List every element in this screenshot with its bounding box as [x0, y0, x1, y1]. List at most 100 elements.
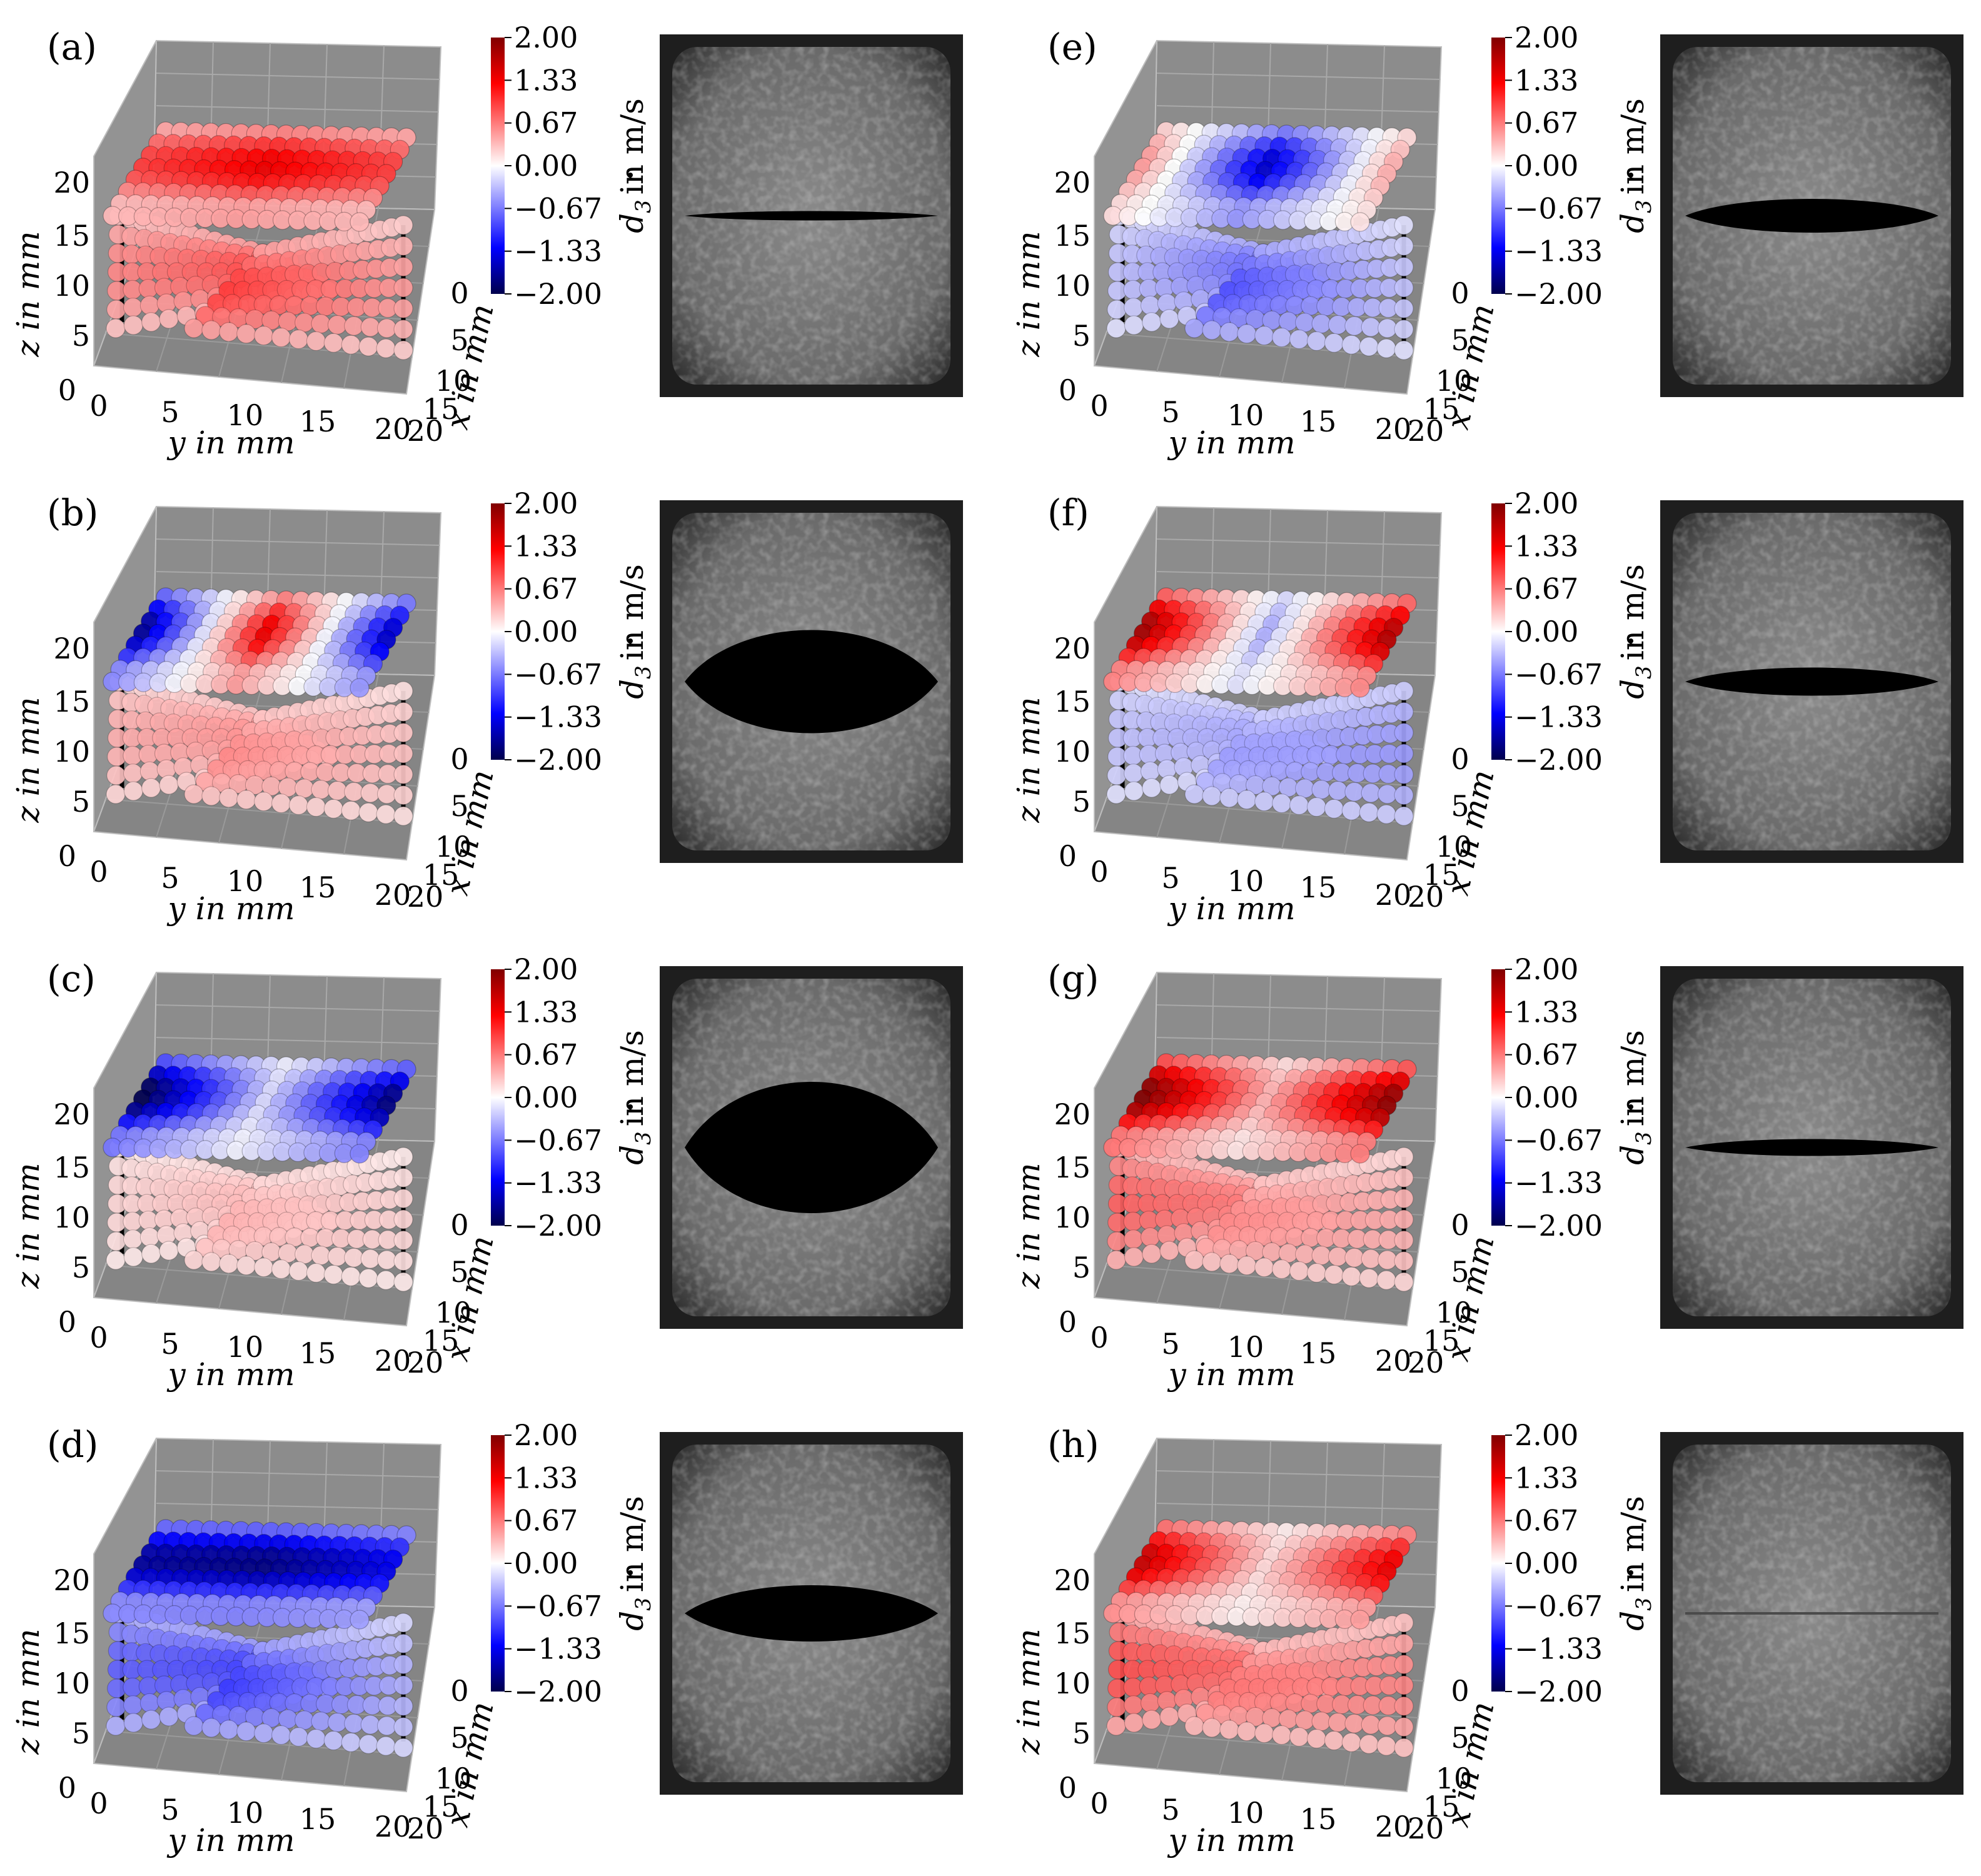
scatter-point [159, 1707, 179, 1727]
scatter-point [1328, 1712, 1348, 1733]
colorbar-label-symbol: d [614, 679, 650, 699]
scatter-point [1184, 1716, 1204, 1736]
scatter-point [376, 804, 396, 824]
scatter-point [123, 1695, 143, 1715]
scatter-point [141, 1244, 161, 1264]
scatter-point [377, 318, 397, 338]
colorbar-label-unit: in m/s [614, 1030, 650, 1126]
colorbar-gradient [1491, 38, 1505, 294]
colorbar-tick: 0.67 [1515, 572, 1578, 606]
scatter-point [271, 327, 291, 348]
scatter-point [254, 326, 274, 346]
scatter-points [103, 1053, 416, 1292]
colorbar-tick: 0.67 [1515, 106, 1578, 140]
colorbar-label-unit: in m/s [614, 98, 650, 194]
scatter-point [106, 1716, 126, 1736]
scatter-point [1394, 1189, 1414, 1209]
grid-line [156, 571, 439, 578]
colorbar-label-dot [628, 173, 633, 178]
colorbar-tick: −2.00 [514, 277, 602, 311]
scatter-point [377, 784, 397, 804]
scatter-point [295, 779, 315, 799]
z-axis-label: z in mm [10, 697, 46, 823]
glottis-photo [660, 1432, 963, 1795]
scatter-point [306, 1263, 326, 1283]
colorbar-tick: 2.00 [1515, 1418, 1578, 1452]
scatter-point [306, 1728, 326, 1749]
scatter-point [393, 1209, 413, 1229]
y-axis-label: y in mm [166, 1356, 295, 1393]
scatter-point [201, 1718, 221, 1738]
z-tick: 0 [58, 1305, 76, 1339]
scatter-point [393, 681, 413, 701]
grid-line [156, 1470, 440, 1478]
scatter-point [1289, 1261, 1309, 1281]
scatter-point [1295, 313, 1315, 333]
scatter-point [376, 1736, 396, 1756]
scatter-point [1124, 1229, 1144, 1249]
scatter-point [358, 336, 378, 356]
z-tick: 15 [53, 1151, 90, 1184]
z-axis-label: z in mm [10, 1162, 46, 1289]
scatter-point [1361, 1715, 1381, 1735]
scatter-point [201, 786, 221, 806]
y-axis-label: y in mm [1167, 1822, 1295, 1858]
colorbar: 2.00 1.33 0.67 0.00 −0.67 −1.33 −2.00 d3 in m/s [491, 1418, 656, 1708]
scatter-point [1142, 312, 1162, 332]
x-tick: 5 [1451, 1255, 1469, 1289]
scatter-point [393, 257, 413, 277]
grid-line [156, 538, 440, 546]
grid-line [1106, 799, 1413, 824]
scatter-point [141, 778, 161, 798]
scatter-point [106, 784, 126, 804]
scatter-point [219, 322, 239, 342]
z-tick: 5 [1072, 1251, 1091, 1284]
y-tick: 0 [89, 855, 108, 889]
grid-line [1156, 571, 1439, 578]
scatter-point [1254, 792, 1274, 812]
y-tick: 0 [1090, 1321, 1108, 1354]
glottis-photo [1660, 34, 1963, 397]
scatter-point [1237, 1256, 1257, 1276]
scatter-point [344, 1713, 364, 1733]
scatter-point [393, 1167, 413, 1188]
y-axis-label: y in mm [1167, 425, 1295, 461]
scatter-point [1159, 775, 1179, 795]
y-tick: 0 [89, 389, 108, 423]
x-tick: 0 [450, 742, 468, 776]
scatter-point [1359, 336, 1379, 356]
colorbar-tick: −2.00 [1515, 1209, 1603, 1243]
scatter-point [1350, 212, 1370, 232]
x-tick: 0 [1451, 1674, 1469, 1708]
scatter-point [327, 1246, 348, 1267]
scatter-point [254, 1723, 274, 1743]
scatter-point [1378, 784, 1398, 804]
x-tick: 0 [450, 276, 468, 310]
colorbar-gradient [1491, 503, 1505, 760]
scatter-point [1359, 1268, 1379, 1288]
scatter-point [1394, 723, 1414, 743]
x-tick: 15 [1423, 1790, 1460, 1823]
panel-label: (f) [1047, 492, 1089, 534]
scatter-point [323, 333, 343, 353]
x-tick: 0 [1451, 742, 1469, 776]
scatter-points [1103, 587, 1417, 826]
scatter-point [1219, 1720, 1239, 1740]
x-tick: 5 [450, 1721, 468, 1755]
scatter-point [393, 1613, 413, 1633]
scatter-point [1289, 795, 1309, 815]
y-tick: 20 [1375, 878, 1412, 912]
scatter-point [393, 723, 413, 743]
colorbar-label: d3 in m/s [614, 1030, 656, 1165]
colorbar-tick: −0.67 [1515, 1123, 1603, 1157]
colorbar-tick: 1.33 [1515, 529, 1578, 563]
y-axis-label: y in mm [166, 1822, 295, 1858]
scatter-point [311, 1246, 331, 1266]
scatter-point [327, 780, 348, 801]
y-tick: 5 [1161, 861, 1179, 895]
y-tick: 15 [1300, 405, 1337, 438]
scatter-point [393, 1189, 413, 1209]
scatter-point [184, 318, 204, 338]
scatter-point [1341, 1266, 1361, 1286]
